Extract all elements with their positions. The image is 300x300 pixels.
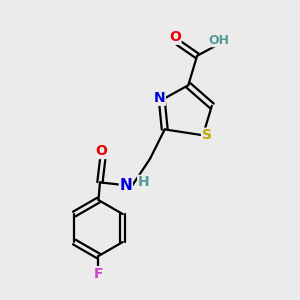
Text: H: H (138, 176, 149, 189)
Text: F: F (94, 267, 103, 281)
Text: O: O (169, 30, 181, 44)
Text: N: N (154, 91, 165, 105)
Text: S: S (202, 128, 212, 142)
Text: OH: OH (208, 34, 229, 47)
Text: N: N (119, 178, 132, 193)
Text: O: O (95, 145, 107, 158)
